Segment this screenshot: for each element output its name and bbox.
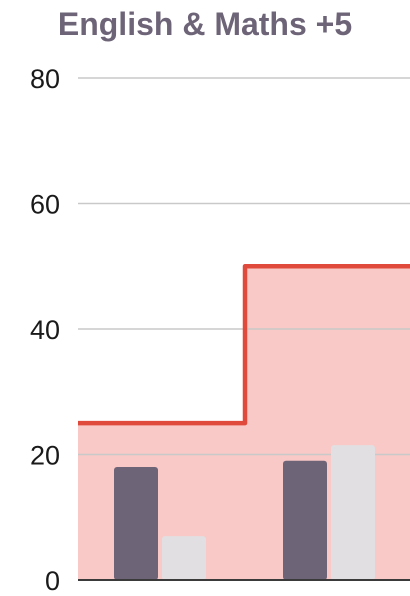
y-tick-label: 40	[30, 315, 60, 345]
threshold-line	[78, 264, 410, 426]
bar	[283, 460, 327, 580]
bar	[114, 467, 158, 580]
y-tick-label: 20	[30, 441, 60, 471]
y-tick-label: 80	[30, 64, 60, 94]
y-tick-label: 60	[30, 190, 60, 220]
y-tick-label: 0	[45, 566, 60, 596]
bar	[331, 445, 375, 580]
bar	[162, 536, 206, 580]
chart-title: English & Maths +5	[57, 6, 353, 42]
